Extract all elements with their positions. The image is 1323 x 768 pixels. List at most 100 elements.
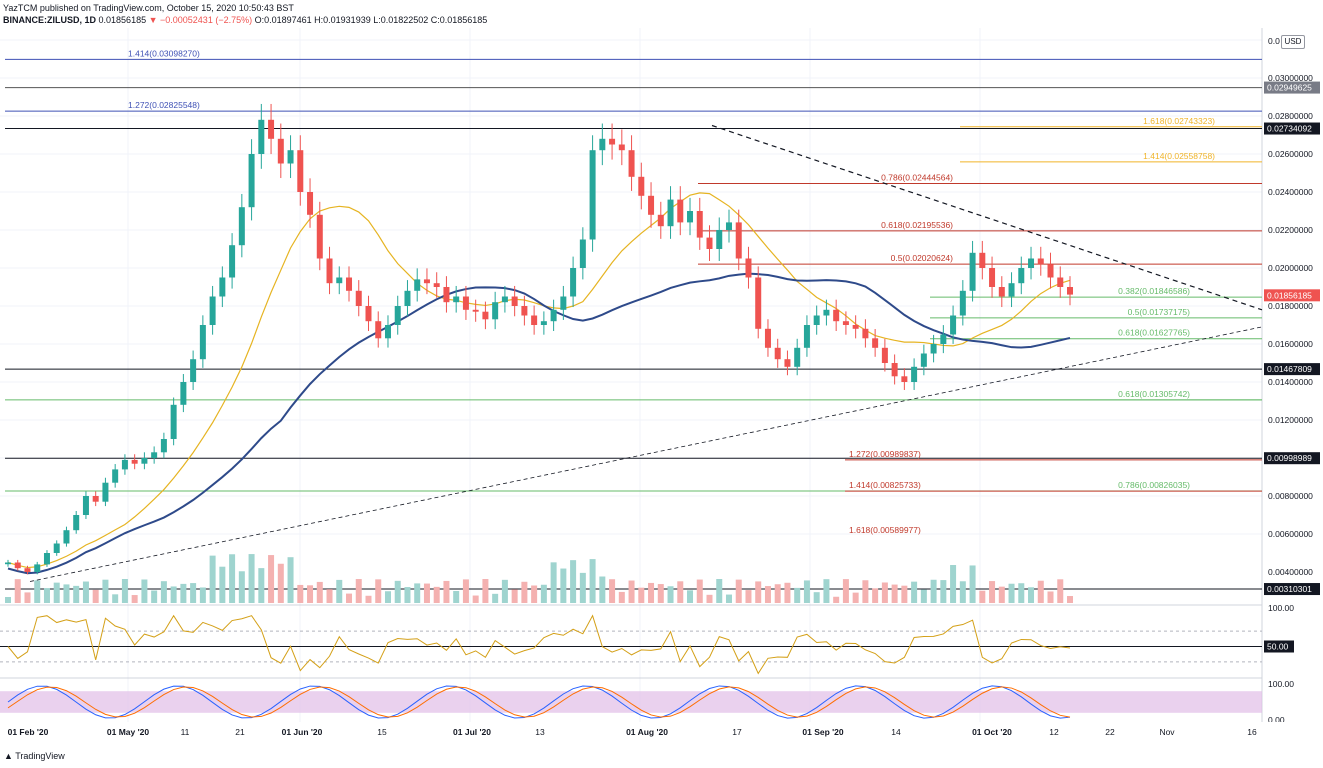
volume-bar [112,594,119,603]
candle-body [521,306,528,316]
fib-label: 0.786(0.00826035) [1118,480,1190,490]
volume-bar [307,585,314,603]
volume-bar [199,587,206,603]
volume-bar [375,579,382,603]
candle-body [443,287,450,303]
volume-bar [764,586,771,603]
volume-bar [238,571,245,603]
candle-body [160,439,167,453]
volume-bar [82,581,89,603]
volume-bar [677,581,684,603]
price-tag [1264,289,1320,302]
volume-bar [219,566,226,603]
x-tick-label: Nov [1159,727,1175,737]
candle-body [277,138,284,164]
volume-bar [833,596,840,603]
volume-bar [842,579,849,603]
stoch-d-line [7,686,1071,718]
candle-body [725,222,732,230]
ma-long [7,272,1071,575]
candle-body [901,376,908,382]
candle-body [92,496,99,502]
candle-body [1018,268,1025,284]
volume-bar [570,560,577,603]
x-tick-label: 14 [891,727,901,737]
volume-bar [287,557,294,603]
candle-body [862,328,869,339]
candle-body [258,119,265,154]
candle-body [131,459,138,464]
candle-body [268,119,275,139]
candle-body [287,150,294,164]
candle-body [745,258,752,278]
candle-body [774,347,781,360]
volume-bar [326,589,333,603]
volume-bar [336,579,343,603]
volume-bar [1057,579,1064,603]
candle-body [560,296,567,310]
currency-button[interactable]: USD [1281,35,1305,49]
fib-label: 0.5(0.01737175) [1128,307,1191,317]
candle-body [716,230,723,249]
volume-bar [531,585,538,603]
candle-body [687,211,694,223]
candle-body [696,211,703,238]
volume-bar [813,592,820,603]
volume-bar [53,582,60,603]
fib-label: 0.618(0.02195536) [881,220,953,230]
volume-bar [346,593,353,603]
volume-bar [998,586,1005,603]
volume-bar [735,579,742,603]
moving-averages [7,192,1071,575]
volume-bar [472,595,479,603]
volume-bar [560,568,567,603]
volume-bar [384,591,391,603]
candle-body [618,144,625,151]
volume-bar [151,590,158,603]
price-tags: 0.02949625 0.02734092 0.01856185 0.01467809… [1264,81,1320,653]
volume-bar [102,579,109,603]
volume-bar [248,554,255,603]
volume-bar [911,581,918,603]
candle-body [813,315,820,325]
x-tick-label: 12 [1049,727,1059,737]
volume-bar [784,582,791,603]
candle-body [170,404,177,439]
candle-body [589,150,596,240]
brand-name: TradingView [15,751,65,761]
candle-body [872,338,879,348]
volume-bar [404,587,411,603]
chart-header: YazTCM published on TradingView.com, Oct… [3,2,487,26]
volume-bar [920,589,927,603]
volume-bar [170,586,177,603]
volume-bar [43,588,50,603]
candle-body [5,562,11,565]
volume-bar [618,591,625,603]
candle-body [199,325,206,360]
candle-body [959,290,966,316]
candle-body [394,306,401,325]
candle-body [531,315,538,325]
volume-bar [959,581,966,603]
fib-label: 1.618(0.00589977) [849,525,921,535]
rsi-tag-label: 50.00 [1267,642,1289,652]
candle-body [1028,258,1035,268]
candle-body [891,363,898,377]
candle-body [540,321,547,325]
volume-bar [803,580,810,603]
candle-body [384,325,391,339]
candle-body [141,458,148,464]
candle-body [969,252,976,291]
price-tag [1264,122,1320,135]
x-axis-bg [0,722,1323,740]
y-tick-label: 0.02800000 [1268,111,1313,121]
rsi-pane [0,614,1262,675]
candle-body [14,562,21,569]
candle-body [82,496,89,515]
fib-levels: 1.618(0.02743323) 1.414(0.02558758) 0.786(… [698,116,1262,535]
candle-body [784,359,791,367]
volume-bar [852,592,859,603]
x-tick-label: 16 [1247,727,1257,737]
volume-bar [609,579,616,603]
